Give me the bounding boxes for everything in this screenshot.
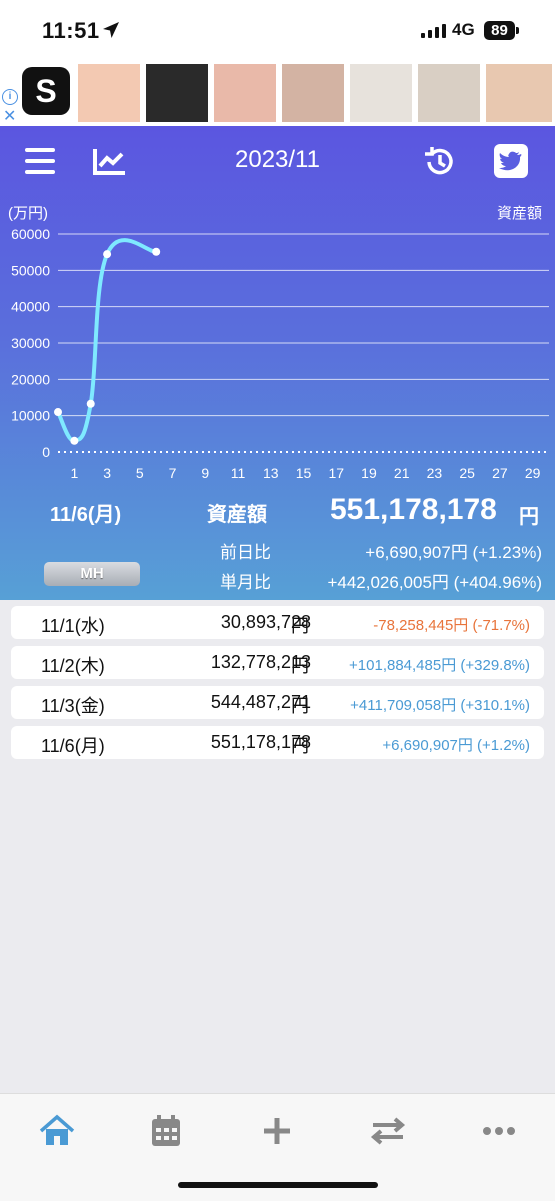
entry-diff: +101,884,485円 (+329.8%)	[349, 657, 530, 674]
x-tick-label: 27	[492, 465, 508, 481]
network-type: 4G	[452, 20, 475, 39]
x-tick-label: 15	[296, 465, 312, 481]
entry-date: 11/3(金)	[41, 696, 105, 716]
entry-amount: 132,778,213	[210, 652, 311, 672]
asset-panel: 2023/11 (万円) 資産額 60000 50000 40000 30000 200…	[0, 126, 555, 600]
battery-icon	[516, 27, 519, 34]
x-tick-label: 13	[263, 465, 279, 481]
y-tick-label: 50000	[11, 262, 50, 278]
prev-day-value: +6,690,907円 (+1.23%)	[365, 543, 542, 562]
status-time: 11:51	[42, 18, 100, 43]
home-indicator	[178, 1182, 378, 1188]
x-tick-label: 1	[70, 465, 78, 481]
entry-diff: +411,709,058円 (+310.1%)	[350, 697, 530, 714]
more-icon[interactable]	[479, 1114, 519, 1148]
list-item[interactable]: 11/2(木) 132,778,213 円 +101,884,485円 (+329.8…	[11, 646, 544, 679]
ad-banner[interactable]: i ✕ S	[0, 62, 555, 127]
x-tick-label: 5	[136, 465, 144, 481]
chart-icon[interactable]	[92, 146, 128, 176]
data-point	[152, 247, 161, 256]
x-tick-label: 9	[201, 465, 209, 481]
chart-series-label: 資産額	[496, 205, 542, 222]
entry-diff: -78,258,445円 (-71.7%)	[373, 617, 530, 634]
summary-value: 551,178,178	[330, 493, 497, 526]
month-change-value: +442,026,005円 (+404.96%)	[327, 573, 542, 592]
y-tick-label: 40000	[11, 299, 50, 315]
month-change-label: 単月比	[220, 573, 271, 592]
entry-yen: 円	[291, 696, 309, 716]
data-point	[103, 250, 112, 259]
y-tick-label: 0	[42, 444, 50, 460]
list-item[interactable]: 11/3(金) 544,487,271 円 +411,709,058円 (+310.1…	[11, 686, 544, 719]
summary-yen: 円	[519, 506, 539, 528]
data-point	[54, 408, 62, 417]
ad-logo[interactable]: S	[22, 67, 70, 115]
x-tick-label: 3	[103, 465, 111, 481]
y-tick-label: 20000	[11, 371, 50, 387]
y-tick-label: 30000	[11, 335, 50, 351]
location-arrow-icon	[103, 22, 119, 38]
data-point	[86, 399, 95, 408]
data-point	[70, 436, 79, 445]
summary-label: 資産額	[207, 504, 267, 526]
x-tick-label: 19	[361, 465, 377, 481]
menu-icon[interactable]	[25, 148, 55, 174]
summary-date: 11/6(月)	[50, 504, 122, 526]
x-tick-label: 23	[427, 465, 443, 481]
x-tick-label: 21	[394, 465, 410, 481]
entry-date: 11/1(水)	[41, 616, 105, 636]
chart-y-unit: (万円)	[8, 205, 48, 222]
entry-yen: 円	[291, 656, 309, 676]
home-icon[interactable]	[37, 1114, 77, 1148]
mh-button[interactable]: MH	[44, 562, 140, 586]
status-bar: 11:51 4G 89	[0, 0, 555, 62]
x-tick-label: 29	[525, 465, 541, 481]
month-title[interactable]: 2023/11	[235, 146, 320, 173]
prev-day-label: 前日比	[220, 543, 271, 562]
close-icon[interactable]: ✕	[3, 108, 17, 125]
ad-image[interactable]	[418, 64, 480, 122]
ad-image[interactable]	[486, 64, 552, 122]
plus-icon[interactable]	[257, 1114, 297, 1148]
signal-icon	[421, 24, 449, 38]
ad-image[interactable]	[282, 64, 344, 122]
calendar-icon[interactable]	[146, 1114, 186, 1148]
list-item[interactable]: 11/6(月) 551,178,178 円 +6,690,907円 (+1.2%)	[11, 726, 544, 759]
x-tick-label: 25	[459, 465, 475, 481]
y-tick-label: 10000	[11, 408, 50, 424]
y-tick-label: 60000	[11, 226, 50, 242]
ad-image[interactable]	[214, 64, 276, 122]
entry-amount: 30,893,728	[220, 612, 311, 632]
ad-image[interactable]	[78, 64, 140, 122]
history-icon[interactable]	[422, 144, 458, 180]
x-tick-label: 11	[231, 465, 246, 481]
entry-amount: 544,487,271	[210, 692, 311, 712]
entry-diff: +6,690,907円 (+1.2%)	[382, 737, 530, 754]
info-icon[interactable]: i	[2, 89, 18, 105]
twitter-icon[interactable]	[494, 144, 528, 178]
entry-date: 11/6(月)	[41, 736, 105, 756]
list-item[interactable]: 11/1(水) 30,893,728 円 -78,258,445円 (-71.7%)	[11, 606, 544, 639]
x-tick-label: 7	[169, 465, 177, 481]
entry-date: 11/2(木)	[41, 656, 105, 676]
ad-image[interactable]	[146, 64, 208, 122]
entry-yen: 円	[291, 616, 309, 636]
entry-amount: 551,178,178	[210, 732, 311, 752]
ad-image[interactable]	[350, 64, 412, 122]
x-tick-label: 17	[328, 465, 344, 481]
battery-level: 89	[484, 21, 515, 40]
transfer-icon[interactable]	[368, 1114, 408, 1148]
entry-yen: 円	[291, 736, 309, 756]
